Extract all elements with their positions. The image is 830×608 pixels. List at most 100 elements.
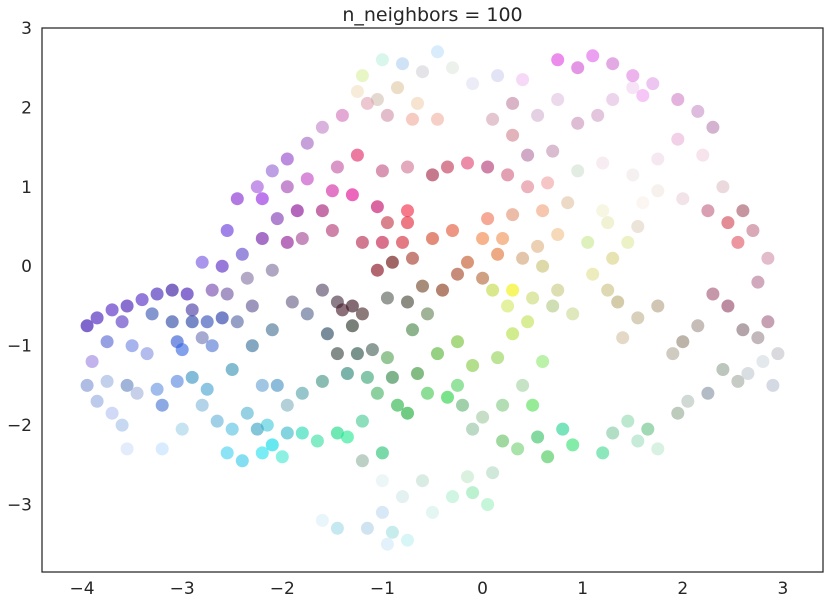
scatter-point	[175, 422, 189, 436]
scatter-point	[355, 69, 369, 83]
scatter-point	[195, 255, 209, 269]
scatter-point	[205, 283, 219, 297]
scatter-point	[671, 406, 685, 420]
scatter-point	[320, 327, 334, 341]
scatter-point	[375, 446, 389, 460]
scatter-point	[526, 291, 540, 305]
scatter-point	[621, 414, 635, 428]
scatter-point	[636, 196, 650, 210]
scatter-point	[210, 414, 224, 428]
scatter-point	[431, 112, 444, 126]
scatter-point	[100, 335, 114, 349]
scatter-point	[300, 172, 314, 186]
scatter-point	[345, 299, 359, 313]
scatter-point	[606, 57, 620, 71]
scatter-point	[631, 311, 645, 325]
scatter-point	[441, 390, 454, 404]
x-tick-label: 3	[778, 579, 789, 599]
scatter-point	[215, 311, 229, 325]
scatter-point	[235, 247, 249, 261]
scatter-point	[526, 398, 540, 412]
scatter-point	[531, 239, 545, 253]
scatter-point	[611, 295, 625, 309]
scatter-point	[486, 466, 500, 480]
scatter-point	[591, 108, 605, 122]
scatter-point	[496, 398, 510, 412]
scatter-point	[416, 474, 429, 488]
scatter-point	[556, 422, 570, 436]
x-tick-label: −2	[270, 579, 295, 599]
scatter-point	[375, 235, 389, 249]
scatter-point	[481, 212, 495, 226]
scatter-point	[571, 116, 585, 130]
plot-frame	[41, 27, 824, 573]
scatter-point	[621, 235, 635, 249]
scatter-point	[481, 498, 495, 511]
scatter-point	[496, 232, 510, 245]
scatter-point	[631, 434, 645, 448]
scatter-point	[215, 259, 229, 273]
scatter-point	[701, 386, 715, 400]
scatter-point	[85, 355, 99, 368]
scatter-point	[150, 287, 164, 301]
scatter-point	[586, 267, 600, 281]
scatter-point	[380, 351, 394, 365]
y-tick-label: −2	[7, 416, 32, 436]
scatter-point	[566, 307, 580, 321]
scatter-point	[596, 446, 610, 460]
scatter-point	[466, 422, 480, 436]
scatter-point	[255, 232, 269, 245]
scatter-point	[451, 335, 464, 349]
scatter-point	[446, 61, 459, 75]
scatter-point	[451, 378, 464, 392]
scatter-point	[355, 307, 369, 321]
scatter-point	[115, 418, 129, 432]
scatter-point	[636, 89, 650, 102]
scatter-point	[521, 180, 535, 194]
scatter-point	[771, 347, 785, 361]
scatter-point	[315, 283, 329, 297]
scatter-point	[220, 287, 234, 301]
scatter-point	[406, 323, 419, 337]
scatter-point	[466, 486, 480, 500]
scatter-point	[736, 204, 750, 218]
scatter-point	[406, 251, 419, 265]
scatter-point	[115, 315, 129, 329]
scatter-point	[300, 136, 314, 150]
scatter-point	[401, 216, 414, 230]
scatter-point	[551, 53, 565, 67]
scatter-point	[641, 422, 655, 436]
scatter-point	[606, 251, 620, 265]
scatter-point	[375, 53, 389, 67]
scatter-point	[456, 398, 469, 412]
scatter-point	[280, 152, 294, 166]
scatter-point	[411, 96, 424, 110]
scatter-point	[401, 406, 414, 420]
scatter-point	[180, 287, 194, 301]
scatter-point	[671, 132, 685, 146]
scatter-point	[521, 148, 535, 162]
scatter-point	[416, 65, 429, 79]
scatter-point	[461, 156, 474, 170]
scatter-point	[716, 363, 730, 376]
scatter-point	[360, 521, 374, 535]
scatter-point	[225, 422, 239, 436]
scatter-point	[120, 299, 134, 313]
scatter-point	[401, 204, 414, 218]
scatter-point	[175, 343, 189, 357]
scatter-point	[426, 168, 439, 182]
scatter-point	[300, 307, 314, 321]
scatter-point	[200, 382, 214, 396]
scatter-point	[80, 319, 94, 333]
scatter-point	[401, 295, 414, 309]
scatter-point	[90, 311, 104, 325]
scatter-point	[651, 184, 665, 198]
scatter-point	[676, 335, 690, 349]
scatter-point	[200, 315, 214, 329]
scatter-point	[541, 176, 555, 190]
scatter-point	[350, 148, 364, 162]
scatter-point	[370, 386, 384, 400]
scatter-point	[416, 279, 429, 293]
scatter-point	[596, 204, 610, 218]
